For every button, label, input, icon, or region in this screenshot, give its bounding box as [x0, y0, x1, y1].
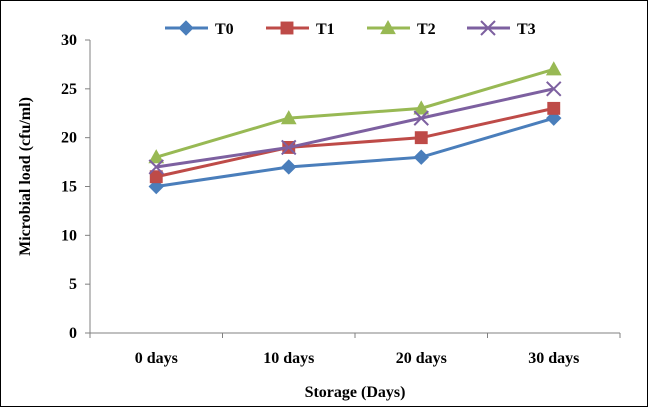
legend-label: T0	[215, 21, 234, 38]
x-tick-label: 0 days	[135, 350, 178, 367]
data-point	[149, 170, 163, 184]
legend-marker	[380, 19, 396, 35]
series-t0	[148, 110, 562, 195]
legend-marker	[280, 21, 294, 35]
data-point	[414, 131, 428, 145]
y-tick-label: 5	[69, 276, 77, 293]
legend-item: T2	[367, 19, 436, 38]
series-layer	[148, 61, 562, 195]
y-tick-label: 20	[61, 130, 77, 147]
plot-area: 0 5 10 15 20 25 30 0 days 10 days 20 days 30 days	[61, 32, 621, 367]
legend-label: T3	[517, 21, 536, 38]
legend-item: T0	[165, 20, 234, 38]
x-tick-label: 30 days	[528, 350, 579, 367]
y-tick-label: 25	[61, 81, 77, 98]
series-line	[156, 87, 555, 169]
series-line	[156, 116, 555, 188]
legend-marker	[178, 20, 194, 36]
data-point	[413, 149, 429, 165]
data-point	[546, 81, 562, 97]
data-point	[545, 61, 562, 76]
y-tick-label: 30	[61, 32, 77, 49]
x-axis-ticks: 0 days 10 days 20 days 30 days	[89, 333, 621, 367]
series-t3	[148, 81, 562, 175]
legend-label: T2	[417, 21, 436, 38]
x-tick-label: 20 days	[396, 350, 447, 367]
y-axis-title: Microbial load (cfu/ml)	[17, 97, 34, 256]
legend-item: T3	[467, 20, 536, 38]
data-point	[413, 110, 429, 126]
y-tick-label: 10	[61, 227, 77, 244]
data-point	[281, 139, 297, 156]
data-point	[547, 101, 561, 115]
legend-item: T1	[266, 21, 335, 38]
legend-marker	[480, 20, 496, 36]
data-point	[148, 149, 165, 164]
data-point	[280, 110, 297, 125]
legend-label: T1	[316, 21, 335, 38]
legend: T0 T1 T2 T3	[165, 19, 536, 38]
y-tick-label: 15	[61, 179, 77, 196]
x-tick-label: 10 days	[263, 350, 314, 367]
y-tick-label: 0	[69, 325, 77, 342]
data-point	[281, 159, 297, 175]
data-point	[148, 159, 164, 175]
y-axis-ticks: 0 5 10 15 20 25 30	[61, 32, 90, 342]
series-line	[155, 106, 555, 179]
data-point	[413, 100, 430, 115]
series-line	[155, 67, 555, 159]
series-t2	[148, 61, 562, 164]
x-axis-title: Storage (Days)	[305, 384, 406, 401]
